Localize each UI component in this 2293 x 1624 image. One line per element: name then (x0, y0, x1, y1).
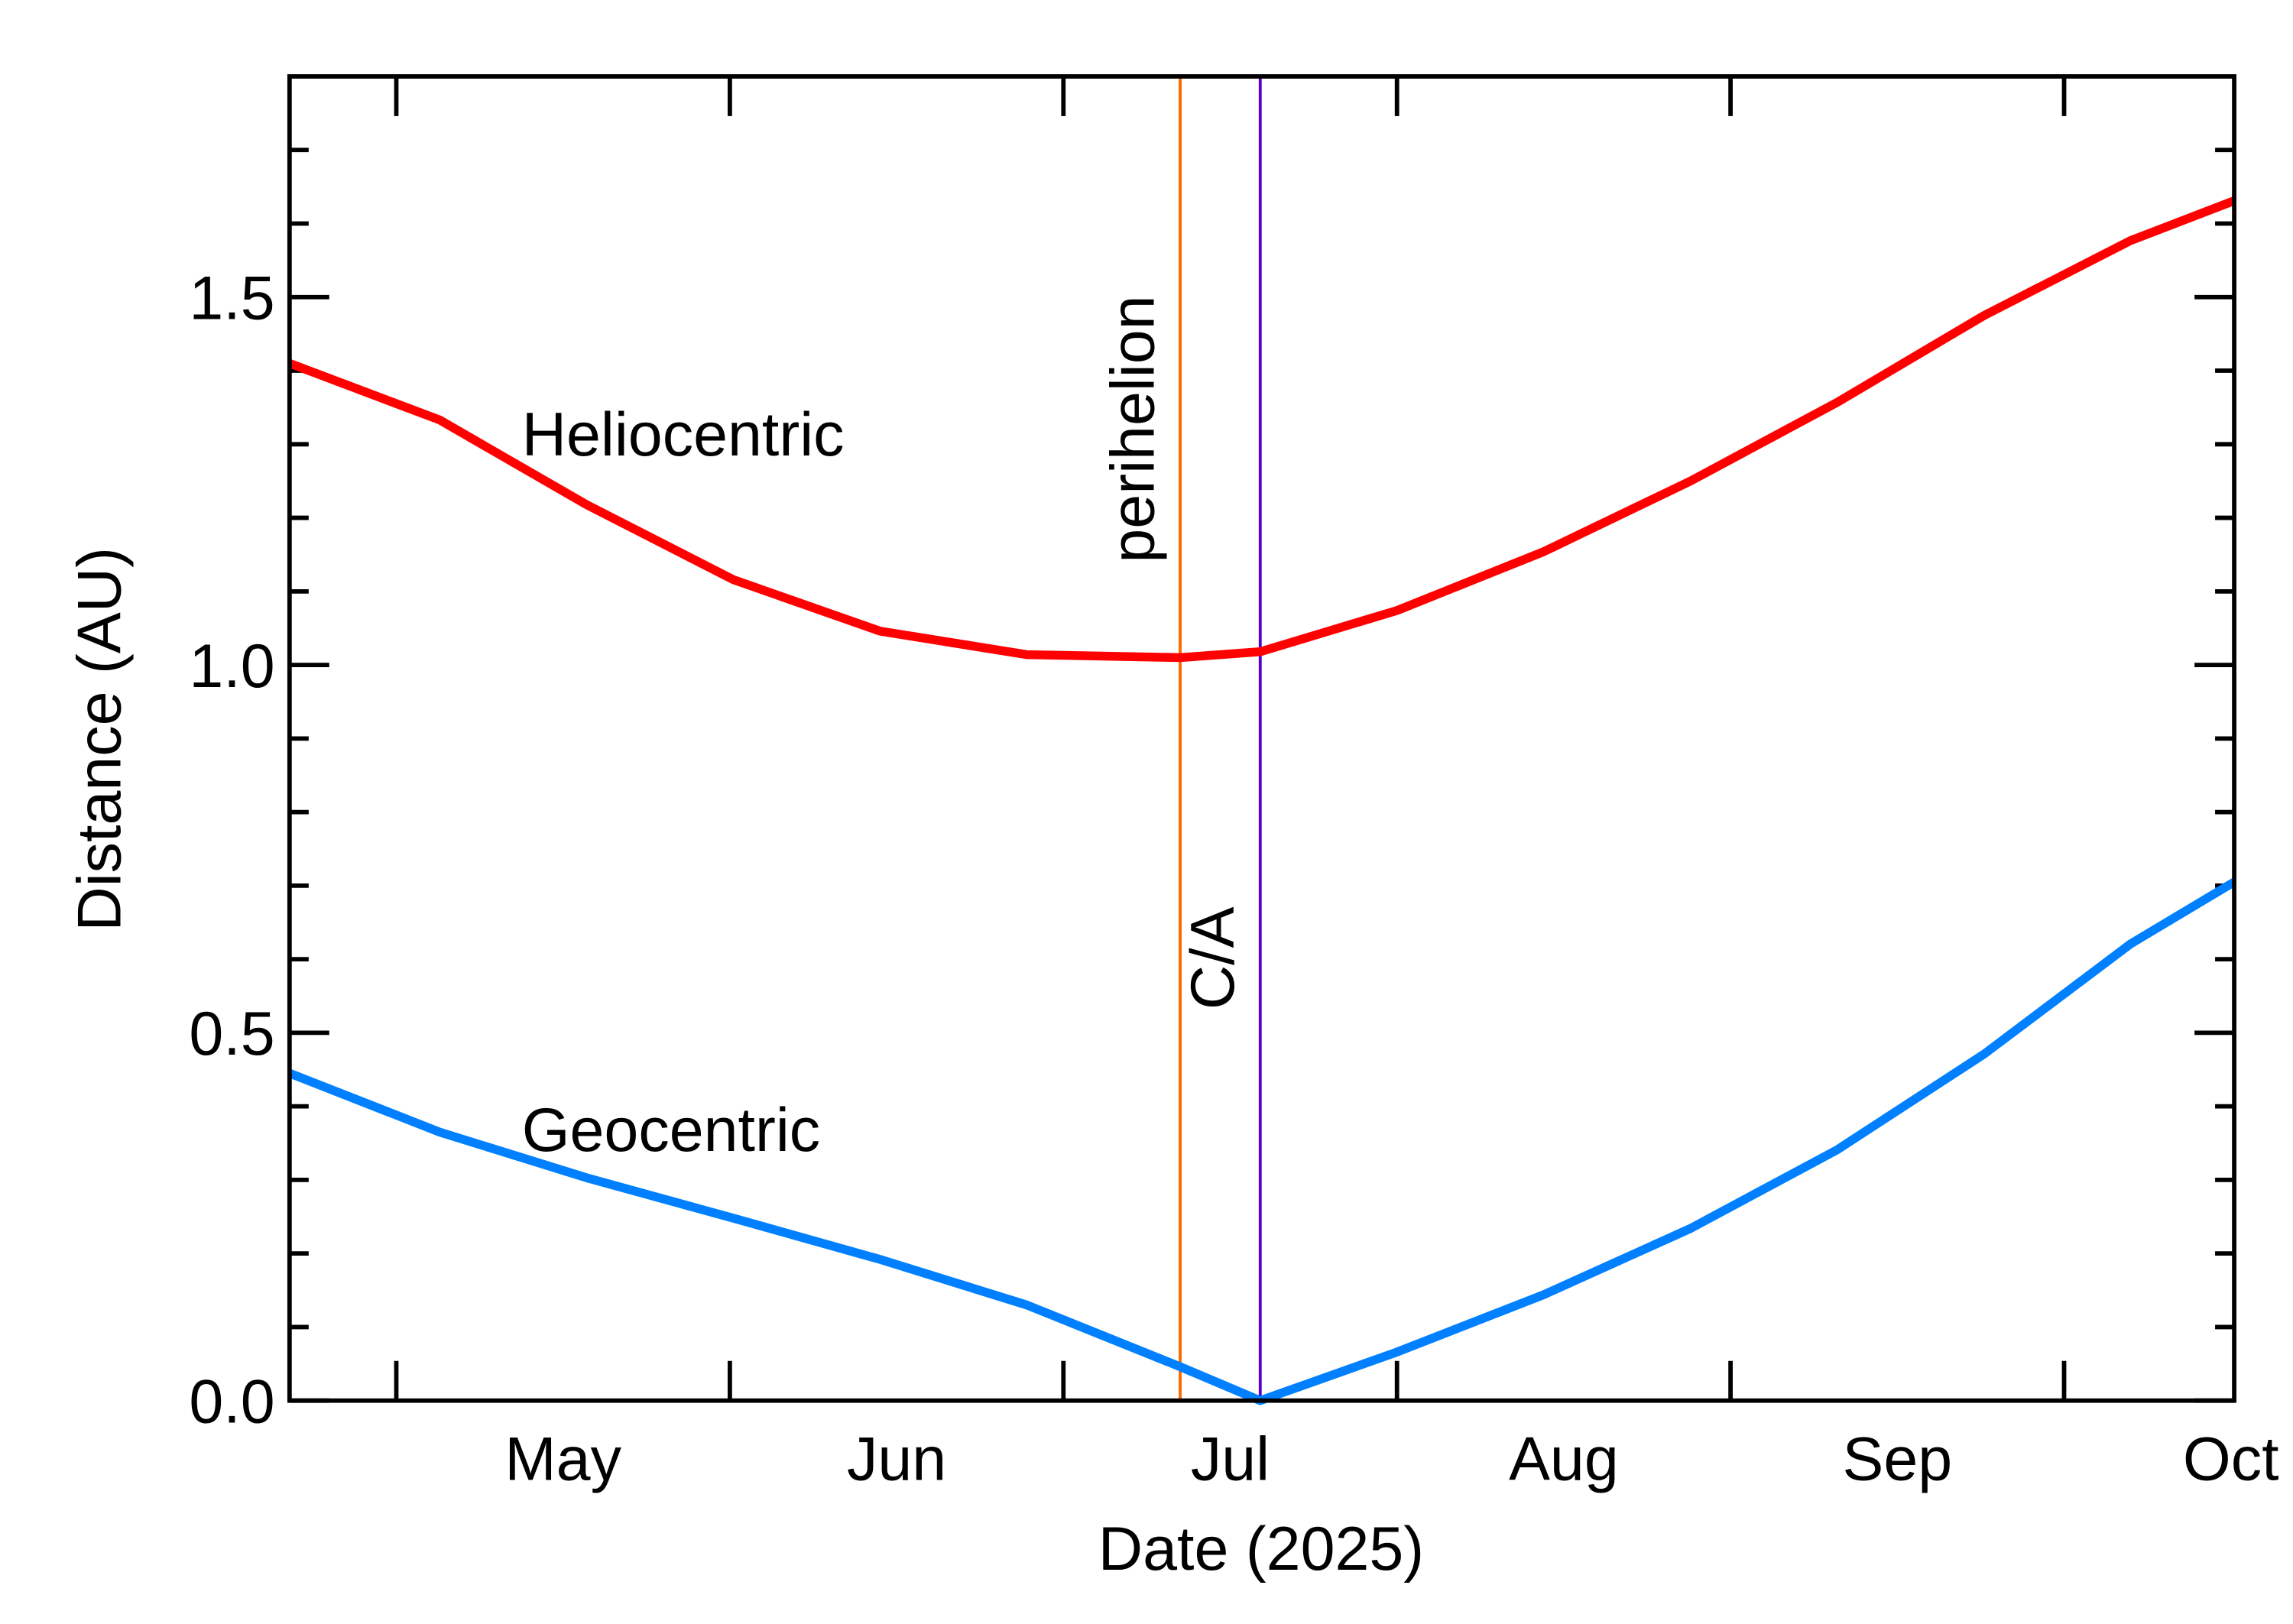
y-tick-label: 1.5 (189, 264, 274, 333)
series-line (287, 196, 2236, 663)
plot-frame (287, 74, 2236, 1403)
x-tick-label: Oct (2183, 1425, 2279, 1494)
y-axis-title: Distance (AU) (66, 547, 135, 932)
x-tick-label: May (504, 1425, 621, 1494)
x-tick-label: Jun (847, 1425, 946, 1494)
y-tick-label: 0.0 (189, 1368, 274, 1437)
x-tick-label: Sep (1842, 1425, 1952, 1494)
series-label: Heliocentric (522, 400, 845, 469)
event-label: C/A (1179, 906, 1247, 1010)
x-axis-title: Date (2025) (1098, 1515, 1424, 1583)
y-tick-label: 0.5 (189, 1000, 274, 1068)
x-tick-label: Aug (1509, 1425, 1619, 1494)
x-tick-label: Jul (1191, 1425, 1270, 1494)
event-label: perihelion (1098, 295, 1167, 562)
y-tick-label: 1.0 (189, 632, 274, 701)
series-label: Geocentric (522, 1096, 820, 1165)
